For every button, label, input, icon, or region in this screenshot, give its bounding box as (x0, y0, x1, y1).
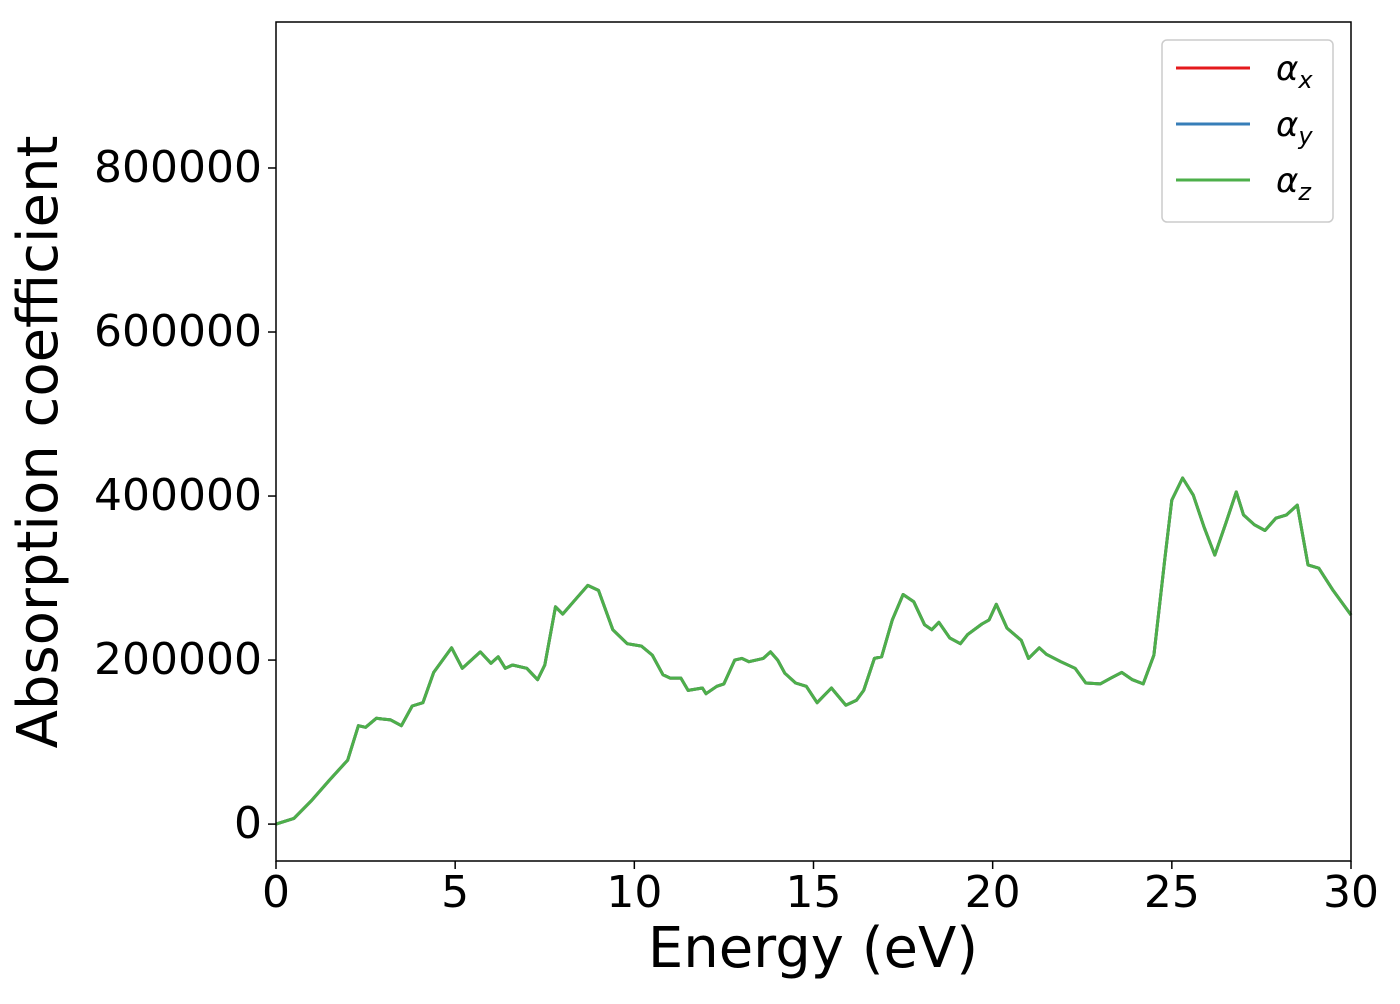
x-axis-label: Energy (eV) (648, 916, 978, 981)
legend-label: αx (1276, 49, 1313, 94)
plot-frame (275, 21, 1352, 862)
legend-label: αy (1276, 105, 1313, 150)
legend-box (1161, 39, 1334, 223)
series-line (275, 476, 1353, 826)
x-tick-label: 0 (262, 867, 290, 918)
y-tick-label: 600000 (94, 306, 262, 357)
x-tick-label: 25 (1144, 867, 1200, 918)
x-tick-label: 30 (1323, 867, 1379, 918)
x-tick-label: 5 (441, 867, 469, 918)
x-tick-label: 15 (786, 867, 842, 918)
series-line (275, 476, 1353, 826)
legend-label: αz (1276, 161, 1312, 206)
x-tick-label: 20 (965, 867, 1021, 918)
y-tick-label: 200000 (94, 634, 262, 685)
y-tick-label: 400000 (94, 470, 262, 521)
y-tick-label: 800000 (94, 142, 262, 193)
series-line (275, 476, 1353, 826)
x-tick-label: 10 (606, 867, 662, 918)
y-axis-label: Absorption coefficient (6, 136, 71, 749)
y-tick-label: 0 (234, 798, 262, 849)
